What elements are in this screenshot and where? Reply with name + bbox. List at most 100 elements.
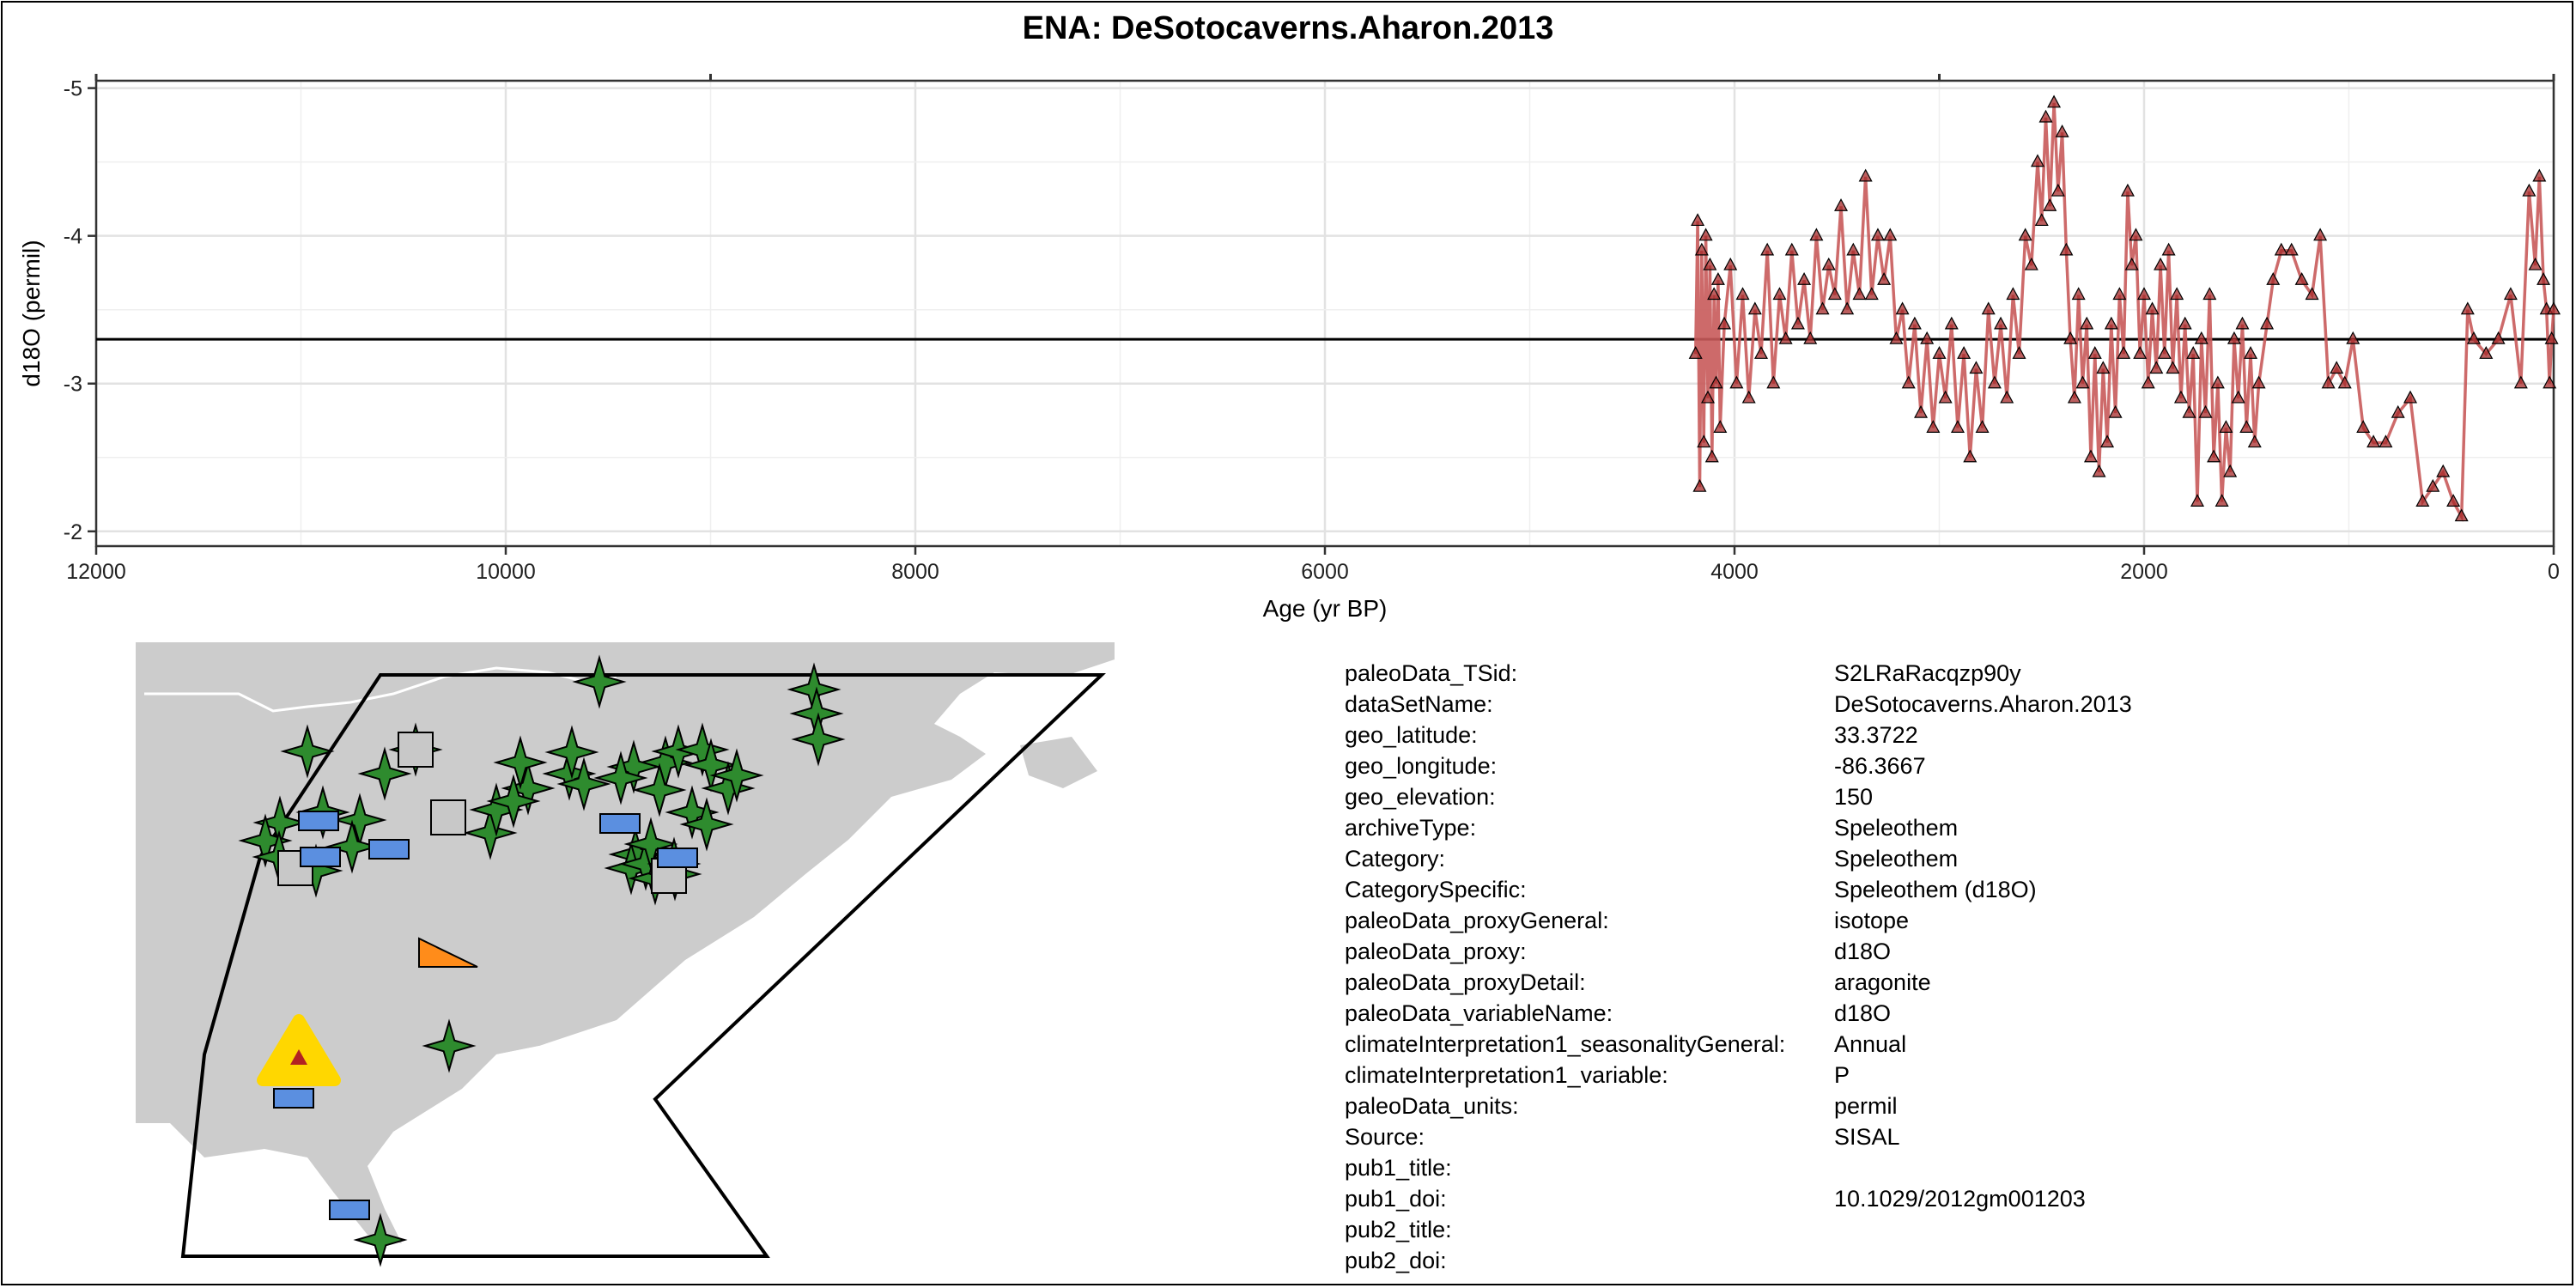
data-point <box>2178 316 2192 330</box>
timeseries-plot: 12000 10000 8000 6000 4000 2000 0 -2 -3 -4 -5 Age … <box>18 74 2561 622</box>
region-polygon <box>180 673 1107 1258</box>
metadata-row: paleoData_variableName: d18O <box>1345 998 2132 1029</box>
data-point <box>2124 257 2139 270</box>
data-point <box>2260 316 2275 330</box>
metadata-row: pub2_title: <box>1345 1214 2132 1245</box>
metadata-key: paleoData_variableName: <box>1345 1000 1613 1026</box>
data-point <box>2071 287 2086 301</box>
data-point <box>2466 331 2481 344</box>
data-point <box>1969 361 1984 374</box>
data-point <box>2018 228 2032 241</box>
data-point <box>2117 346 2131 359</box>
site-rect-marker <box>368 839 410 860</box>
land-cape <box>1020 737 1097 788</box>
site-star-marker <box>791 712 846 767</box>
data-point <box>2000 390 2014 404</box>
data-point <box>1975 420 1990 433</box>
data-point <box>1692 478 1707 492</box>
metadata-value: Speleothem <box>1834 846 1959 872</box>
data-point <box>1713 420 1728 433</box>
data-point <box>1760 242 1775 256</box>
data-point <box>2038 109 2053 123</box>
data-point <box>2231 390 2245 404</box>
metadata-row: CategorySpecific: Speleothem (d18O) <box>1345 874 2132 905</box>
data-point <box>1790 316 1805 330</box>
metadata-key: geo_latitude: <box>1345 722 1478 748</box>
site-rect-marker <box>599 813 641 834</box>
data-point <box>2141 375 2155 389</box>
data-point <box>2454 508 2469 522</box>
data-point <box>2366 434 2381 448</box>
data-point <box>1858 168 1873 182</box>
site-star-marker <box>709 748 764 803</box>
data-point <box>2239 420 2254 433</box>
data-point <box>1938 390 1953 404</box>
data-point <box>2503 287 2518 301</box>
x-tick-label: 4000 <box>1710 560 1759 584</box>
data-point <box>1797 272 1812 285</box>
data-point <box>1895 301 1910 315</box>
data-point <box>1883 228 1898 241</box>
data-point <box>1694 242 1709 256</box>
data-point <box>2543 375 2557 389</box>
site-star-marker <box>325 819 380 874</box>
y-axis-label: d18O (permil) <box>18 240 45 386</box>
data-point <box>2479 346 2494 359</box>
data-point <box>2170 287 2184 301</box>
data-point <box>1741 390 1756 404</box>
metadata-key: pub1_title: <box>1345 1155 1452 1181</box>
data-point <box>1700 390 1715 404</box>
metadata-value: Annual <box>1834 1031 1907 1057</box>
metadata-value: d18O <box>1834 1000 1892 1026</box>
data-point <box>1709 375 1723 389</box>
data-point <box>1766 375 1781 389</box>
site-rect-marker <box>300 847 341 867</box>
data-point <box>2112 287 2127 301</box>
metadata-value: P <box>1834 1062 1850 1088</box>
data-point <box>1704 449 1719 463</box>
site-star-marker <box>357 746 412 801</box>
metadata-row: climateInterpretation1_variable: P <box>1345 1060 2132 1091</box>
series-line <box>1693 102 2555 522</box>
data-point <box>1827 287 1842 301</box>
site-star-marker <box>593 750 648 805</box>
metadata-row: pub1_doi: 10.1029/2012gm001203 <box>1345 1183 2132 1214</box>
data-point <box>2247 434 2262 448</box>
data-point <box>2207 449 2221 463</box>
data-point <box>2067 390 2081 404</box>
data-point <box>2030 154 2044 167</box>
metadata-key: pub1_doi: <box>1345 1186 1447 1212</box>
data-point <box>1944 316 1959 330</box>
data-point <box>1735 287 1750 301</box>
data-point <box>1698 228 1713 241</box>
data-point <box>1963 449 1978 463</box>
x-tick-label: 12000 <box>66 560 126 584</box>
data-point <box>1809 228 1824 241</box>
site-rect-marker <box>657 848 698 868</box>
site-star-marker <box>486 774 541 829</box>
metadata-key: pub2_doi: <box>1345 1248 1447 1273</box>
site-square-marker <box>398 732 434 768</box>
site-star-marker <box>675 722 730 777</box>
data-point <box>1703 257 1717 270</box>
data-point <box>1914 404 1929 418</box>
site-star-marker <box>632 762 687 817</box>
data-point <box>1994 316 2008 330</box>
metadata-value: 10.1029/2012gm001203 <box>1834 1186 2086 1212</box>
target-site-center <box>290 1049 307 1065</box>
data-point <box>2186 346 2201 359</box>
data-point <box>2108 404 2123 418</box>
data-point <box>2321 375 2336 389</box>
axis-ticks: 12000 10000 8000 6000 4000 2000 0 -2 -3 -4 -5 <box>64 74 2560 584</box>
metadata-row: pub2_doi: <box>1345 1245 2132 1276</box>
metadata-table: paleoData_TSid: S2LRaRacqzp90y dataSetName… <box>1345 658 2132 1276</box>
x-axis-label: Age (yr BP) <box>1263 595 1388 622</box>
data-point <box>2161 242 2176 256</box>
data-point <box>2059 242 2074 256</box>
data-point <box>2043 197 2057 211</box>
data-point <box>1864 287 1879 301</box>
site-triangle-marker <box>418 937 478 968</box>
data-point <box>2313 228 2328 241</box>
y-tick-label: -2 <box>64 520 82 544</box>
data-point <box>2436 464 2451 477</box>
